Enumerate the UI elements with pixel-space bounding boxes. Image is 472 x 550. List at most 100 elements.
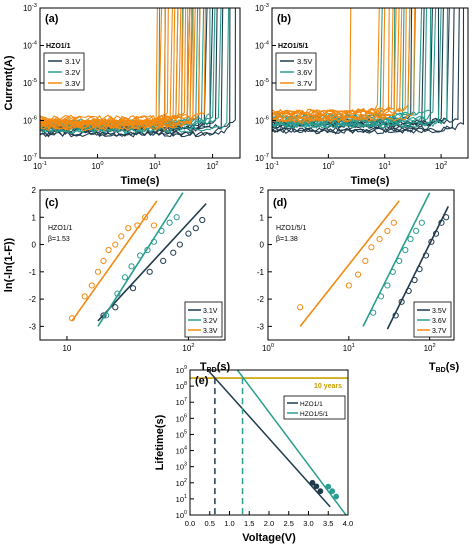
data-point [144, 246, 151, 254]
legend-label: 3.2V [65, 68, 80, 77]
tick-label: 10-3 [255, 3, 269, 13]
fit-line [97, 203, 207, 322]
panel-d: -3 -2 -1 0 1 2 100 101 102 (d) HZO1/5/1 β=1.38 3.5V 3… [257, 186, 460, 374]
data-point [377, 293, 385, 300]
data-point [176, 241, 183, 248]
tick-label: 4.0 [343, 519, 353, 528]
legend-label: 3.1V [65, 57, 80, 66]
data-point [329, 488, 336, 495]
legend-label: 3.7V [297, 79, 312, 88]
legend-label: 3.5V [432, 308, 447, 315]
series-line [40, 8, 196, 129]
x-axis-label: Time(s) [121, 175, 160, 187]
tick-label: -1 [29, 268, 37, 277]
data-point [389, 268, 396, 275]
data-point [192, 225, 199, 232]
series-line [40, 8, 158, 131]
data-point [150, 238, 158, 245]
tick-label: 10-6 [255, 116, 269, 126]
data-point [114, 290, 121, 297]
data-point [128, 263, 135, 270]
data-point [125, 225, 132, 232]
tick-label: 2.5 [284, 519, 294, 528]
tick-label: 10-7 [255, 153, 269, 163]
fit-line [236, 370, 347, 515]
data-point [384, 282, 391, 289]
y-axis-label: ln(-ln(1-F)) [3, 237, 15, 292]
data-point [68, 315, 76, 322]
legend-label: 3.3V [65, 79, 80, 88]
tick-label: 2 [260, 186, 265, 195]
legend-label: 3.7V [432, 328, 447, 335]
fit-line [207, 370, 331, 508]
data-point [150, 222, 158, 229]
tick-label: -2 [29, 295, 37, 304]
tick-label: 100 [262, 343, 274, 353]
panel-label: (d) [273, 197, 287, 209]
data-point [136, 252, 144, 259]
data-point [170, 249, 177, 256]
legend-label: HZO1/5/1 [300, 411, 329, 418]
tick-label: 10-4 [23, 41, 38, 51]
tick-label: 0 [260, 241, 265, 250]
data-point [118, 233, 125, 240]
data-point [370, 309, 377, 316]
data-point [146, 268, 153, 275]
data-point [384, 227, 391, 235]
data-point [166, 219, 173, 226]
data-point [392, 312, 399, 319]
tick-label: 108 [176, 381, 187, 391]
data-point [199, 216, 206, 224]
data-point [317, 488, 324, 495]
data-point [428, 238, 435, 245]
data-point [112, 304, 119, 311]
tick-label: 10-7 [23, 153, 37, 163]
tick-label: 107 [176, 397, 187, 407]
data-point [407, 235, 414, 243]
legend-label: 3.2V [203, 318, 218, 325]
series-line [40, 8, 194, 129]
legend-box [283, 395, 346, 420]
data-point [142, 214, 149, 221]
data-point [405, 287, 412, 295]
data-point [94, 268, 102, 275]
tick-label: 102 [176, 478, 187, 488]
data-point [297, 304, 304, 311]
panel-a: 10-7 10-6 10-5 10-4 10-3 10-1 100 101 102 (a) HZO1… [3, 3, 241, 187]
y-axis-label: Current(A) [3, 55, 15, 110]
legend-label: HZO1/1 [300, 401, 323, 408]
series-line [40, 8, 206, 122]
tick-label: 0.0 [185, 519, 195, 528]
data-point [354, 271, 362, 278]
tick-label: 100 [322, 161, 334, 171]
tick-label: 101 [149, 161, 161, 171]
panel-label: (a) [45, 13, 59, 25]
fit-line [386, 206, 450, 330]
series-line [272, 8, 403, 121]
x-axis-label: TBD(s) [429, 361, 460, 374]
x-axis-label: Voltage(V) [242, 532, 296, 544]
fit-line [97, 192, 184, 327]
tick-label: 103 [176, 462, 187, 472]
data-point [134, 222, 141, 229]
fit-line [71, 200, 158, 322]
legend-box [184, 301, 223, 338]
tick-label: 109 [176, 365, 187, 375]
data-point [100, 257, 107, 265]
tick-label: 101 [176, 494, 187, 504]
x-axis-label: TBD(s) [200, 361, 231, 374]
axes-frame [267, 189, 455, 341]
legend-title: HZO1/1 [46, 43, 71, 50]
data-point [325, 483, 332, 490]
data-point [396, 257, 403, 265]
tick-label: -1 [257, 268, 265, 277]
data-point [160, 257, 167, 265]
annotation: β=1.53 [48, 236, 70, 243]
tick-label: -2 [257, 295, 265, 304]
data-point [345, 282, 352, 289]
legend-label: 3.6V [297, 68, 312, 77]
data-point [416, 265, 423, 273]
tick-label: 10 [62, 344, 71, 353]
series-line [272, 8, 407, 119]
tick-label: 1.5 [244, 519, 254, 528]
